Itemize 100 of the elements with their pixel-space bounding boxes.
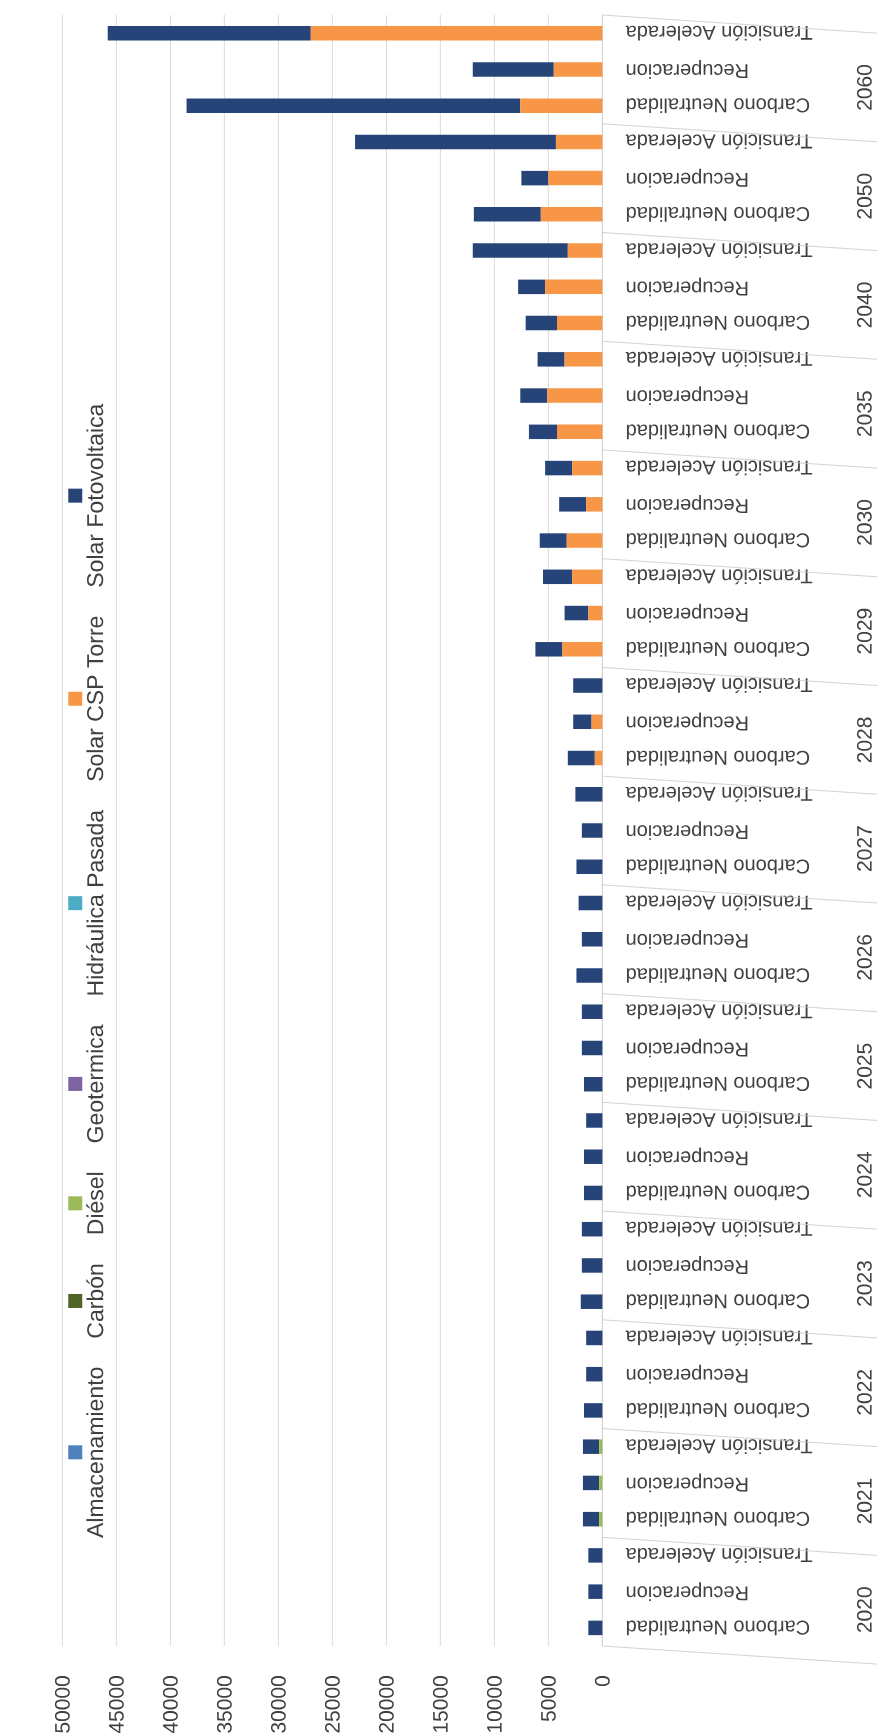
bar	[585, 1330, 603, 1346]
y-tick-label: Carbono Neutralidad	[626, 533, 809, 548]
y-tick-label: Carbono Neutralidad	[626, 641, 809, 657]
bar	[583, 1149, 603, 1164]
bar	[598, 1439, 603, 1454]
text: 2023	[856, 1261, 872, 1306]
bar	[571, 569, 603, 585]
bar	[583, 1185, 603, 1201]
y-tick-label: Transición Acelerada	[625, 1113, 813, 1128]
bar	[548, 170, 603, 186]
x-tick-label: 30000	[270, 1676, 286, 1733]
y-tick-label: Recuperacion	[626, 386, 748, 405]
bar	[544, 460, 572, 476]
bar	[556, 315, 603, 331]
y-tick-label: Carbono Neutralidad	[626, 1403, 809, 1418]
bar	[107, 25, 311, 41]
y-tick-label: Transición Acelerada	[625, 678, 813, 694]
bar	[542, 569, 572, 585]
bar	[564, 605, 589, 621]
y-tick-label: Recuperacion	[626, 1364, 748, 1384]
bar	[573, 714, 592, 730]
bar	[537, 352, 565, 367]
y-tick-label: Transición Acelerada	[625, 134, 813, 150]
text: 2040	[856, 282, 872, 328]
bar	[580, 1294, 603, 1309]
bar	[544, 279, 603, 295]
bar	[528, 424, 557, 440]
bar	[521, 170, 549, 186]
y-tick-label: Carbono Neutralidad	[626, 207, 809, 222]
y-tick-label: Recuperacion	[626, 603, 748, 623]
text: 2060	[856, 64, 872, 110]
x-tick-label: 15000	[432, 1676, 448, 1733]
y-tick-label: Carbono Neutralidad	[626, 315, 809, 331]
bar	[535, 642, 563, 657]
x-tick-label: 45000	[108, 1676, 124, 1733]
bar	[585, 497, 603, 512]
x-tick-label: 20000	[378, 1676, 394, 1733]
bar	[539, 533, 567, 548]
x-tick-label: 10000	[486, 1676, 502, 1733]
bar	[555, 134, 603, 150]
bar	[472, 62, 554, 77]
x-tick-label: 50000	[54, 1676, 70, 1733]
y-tick-label: Recuperacion	[626, 712, 748, 732]
bar	[566, 533, 603, 548]
y-tick-label: Transición Acelerada	[625, 351, 813, 367]
text: 2024	[856, 1152, 872, 1198]
y-tick-label: Recuperacion	[626, 929, 748, 949]
bar	[581, 1004, 603, 1019]
text: 2030	[856, 499, 872, 545]
bar	[553, 62, 603, 77]
bar	[564, 352, 603, 367]
y-tick-label: Transición Acelerada	[625, 1547, 813, 1563]
y-tick-label: Carbono Neutralidad	[626, 968, 809, 983]
bar	[588, 1548, 603, 1563]
bar	[588, 605, 603, 621]
bar	[517, 279, 545, 295]
bar	[581, 1221, 603, 1237]
bar	[581, 1040, 603, 1056]
text: 2029	[856, 608, 872, 654]
y-tick-label: Transición Acelerada	[625, 1221, 813, 1237]
y-tick-label: Carbono Neutralidad	[626, 424, 809, 440]
x-tick-label: 0	[594, 1676, 610, 1687]
bar	[582, 1475, 599, 1491]
bar	[588, 1584, 603, 1599]
y-tick-label: Transición Acelerada	[625, 25, 813, 41]
bar	[186, 98, 521, 113]
bar	[562, 642, 603, 657]
bar	[520, 388, 548, 403]
legend-label: Carbón	[86, 1264, 104, 1338]
bar	[547, 388, 603, 403]
bar	[583, 1076, 603, 1092]
bar	[585, 1366, 603, 1382]
bar	[567, 750, 595, 766]
y-tick-label: Carbono Neutralidad	[626, 1511, 809, 1527]
y-tick-label: Recuperacion	[626, 168, 748, 188]
y-tick-label: Transición Acelerada	[625, 786, 813, 802]
y-tick-label: Carbono Neutralidad	[626, 1620, 809, 1636]
bar	[578, 895, 603, 911]
y-tick-label: Recuperacion	[626, 277, 748, 297]
legend-label: Solar CSP Torre	[86, 616, 104, 781]
text: 2026	[856, 934, 872, 980]
y-tick-label: Carbono Neutralidad	[626, 1294, 809, 1310]
y-tick-label: Carbono Neutralidad	[626, 1185, 809, 1201]
text: 2027	[856, 826, 872, 871]
y-tick-label: Recuperacion	[626, 494, 748, 514]
bar	[585, 1113, 603, 1128]
y-tick-label: Transición Acelerada	[625, 243, 813, 259]
bar	[354, 134, 556, 150]
legend-label: Diésel	[86, 1172, 104, 1234]
y-tick-label: Transición Acelerada	[625, 460, 813, 476]
bar	[576, 968, 603, 983]
bar	[571, 460, 603, 476]
bar	[582, 1511, 599, 1527]
y-tick-label: Recuperacion	[626, 1473, 748, 1493]
bar	[576, 859, 603, 875]
text: 2020	[856, 1587, 872, 1633]
y-tick-label: Recuperacion	[626, 1147, 748, 1167]
bar	[588, 1620, 603, 1636]
bar	[556, 424, 603, 440]
legend-label: Geotermica	[86, 1024, 104, 1143]
